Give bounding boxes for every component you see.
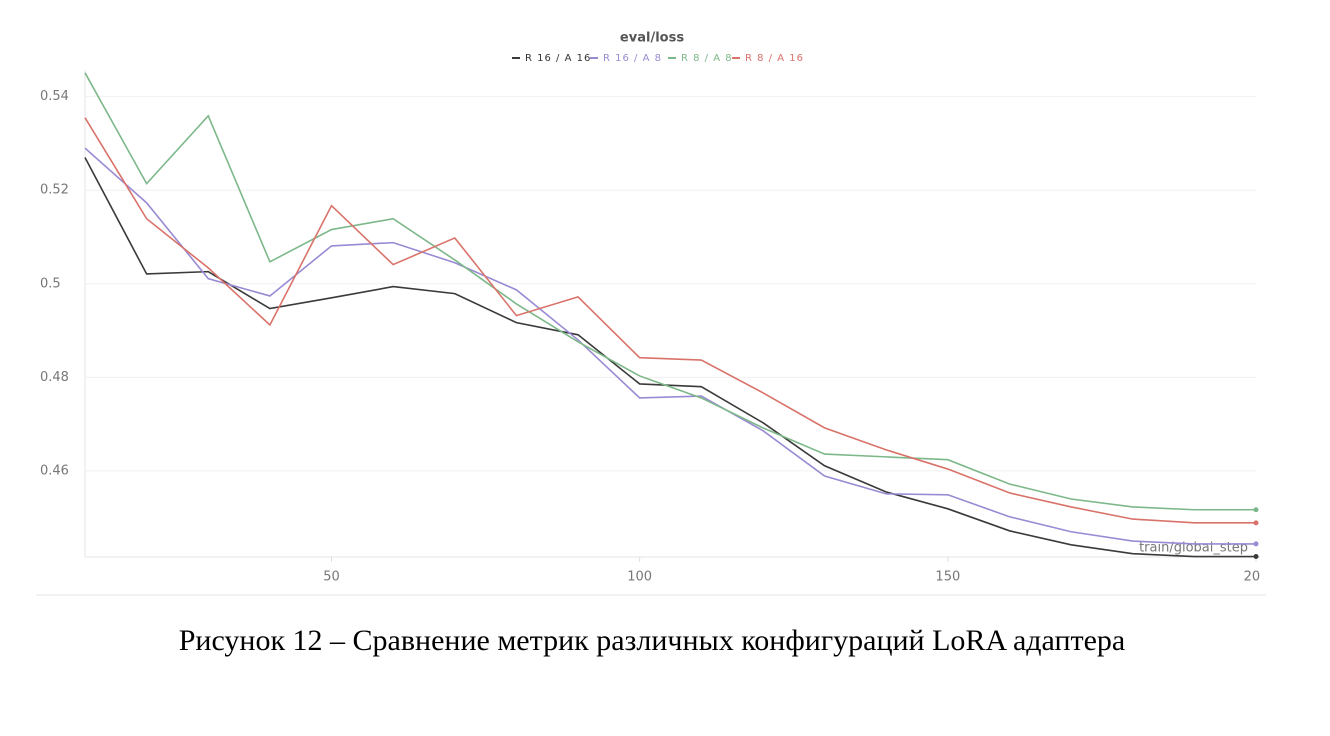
series-line bbox=[84, 157, 1256, 558]
legend-label: R 8 / A 8 bbox=[681, 53, 733, 64]
series-line bbox=[84, 117, 1256, 524]
y-tick-label: 0.48 bbox=[40, 370, 69, 385]
y-tick-label: 0.52 bbox=[40, 183, 69, 198]
series-line bbox=[84, 72, 1256, 511]
legend-label: R 8 / A 16 bbox=[745, 53, 804, 64]
chart-title: eval/loss bbox=[620, 31, 684, 46]
caption: Рисунок 12 – Сравнение метрик различных … bbox=[179, 624, 1126, 657]
x-tick-label: 200 bbox=[1244, 570, 1269, 585]
series-line bbox=[84, 147, 1256, 545]
end-point bbox=[1253, 541, 1259, 547]
x-tick-label: 50 bbox=[323, 570, 340, 585]
end-point bbox=[1253, 507, 1259, 513]
y-tick-label: 0.5 bbox=[40, 276, 61, 291]
end-point bbox=[1253, 520, 1259, 526]
x-tick-label: 100 bbox=[627, 570, 652, 585]
y-tick-label: 0.46 bbox=[40, 463, 69, 478]
legend-label: R 16 / A 8 bbox=[603, 53, 662, 64]
y-tick-label: 0.54 bbox=[40, 89, 69, 104]
legend: R 16 / A 16 R 16 / A 8 R 8 / A 8 R 8 / A 16 bbox=[512, 53, 804, 64]
end-point bbox=[1253, 554, 1259, 560]
legend-label: R 16 / A 16 bbox=[525, 53, 591, 64]
x-tick-label: 150 bbox=[935, 570, 960, 585]
